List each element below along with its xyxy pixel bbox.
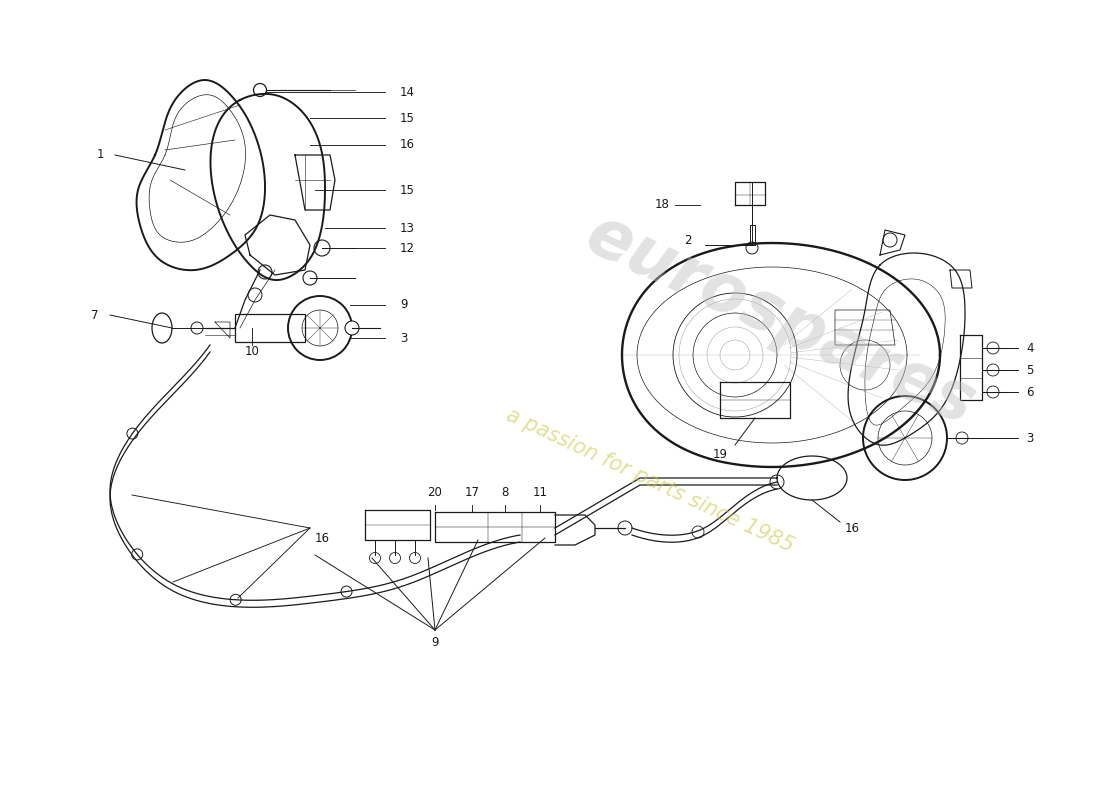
Text: 9: 9 bbox=[431, 637, 439, 650]
Circle shape bbox=[987, 386, 999, 398]
Text: 12: 12 bbox=[400, 242, 415, 254]
Circle shape bbox=[770, 475, 784, 489]
Text: 15: 15 bbox=[400, 183, 415, 197]
Circle shape bbox=[987, 342, 999, 354]
Text: 18: 18 bbox=[654, 198, 670, 211]
Circle shape bbox=[883, 233, 896, 247]
Circle shape bbox=[341, 586, 352, 597]
Text: 5: 5 bbox=[1026, 363, 1034, 377]
Text: a passion for parts since 1985: a passion for parts since 1985 bbox=[503, 404, 798, 556]
Text: 16: 16 bbox=[315, 531, 330, 545]
Circle shape bbox=[132, 549, 143, 560]
Text: 2: 2 bbox=[684, 234, 692, 246]
Text: 1: 1 bbox=[97, 149, 103, 162]
Text: 7: 7 bbox=[91, 309, 99, 322]
Text: 10: 10 bbox=[244, 346, 260, 358]
Circle shape bbox=[345, 321, 359, 335]
Text: 13: 13 bbox=[400, 222, 415, 234]
Text: 4: 4 bbox=[1026, 342, 1034, 354]
Text: 16: 16 bbox=[400, 138, 415, 151]
Circle shape bbox=[409, 553, 420, 563]
Circle shape bbox=[370, 553, 381, 563]
Text: 17: 17 bbox=[464, 486, 480, 498]
Circle shape bbox=[956, 432, 968, 444]
Text: 11: 11 bbox=[532, 486, 548, 498]
Circle shape bbox=[191, 322, 204, 334]
Circle shape bbox=[987, 364, 999, 376]
Text: 6: 6 bbox=[1026, 386, 1034, 398]
Bar bbox=[235, 314, 305, 342]
Circle shape bbox=[126, 428, 138, 439]
Circle shape bbox=[389, 553, 400, 563]
Text: 16: 16 bbox=[845, 522, 859, 534]
Text: 8: 8 bbox=[502, 486, 508, 498]
Circle shape bbox=[692, 526, 704, 538]
Circle shape bbox=[230, 594, 241, 606]
Circle shape bbox=[746, 242, 758, 254]
Text: 3: 3 bbox=[1026, 431, 1034, 445]
Text: 20: 20 bbox=[428, 486, 442, 498]
Text: 3: 3 bbox=[400, 331, 407, 345]
Text: eurospares: eurospares bbox=[575, 201, 984, 439]
Text: 9: 9 bbox=[400, 298, 407, 311]
Text: 15: 15 bbox=[400, 111, 415, 125]
Text: 14: 14 bbox=[400, 86, 415, 98]
Text: 19: 19 bbox=[713, 449, 727, 462]
Circle shape bbox=[618, 521, 632, 535]
